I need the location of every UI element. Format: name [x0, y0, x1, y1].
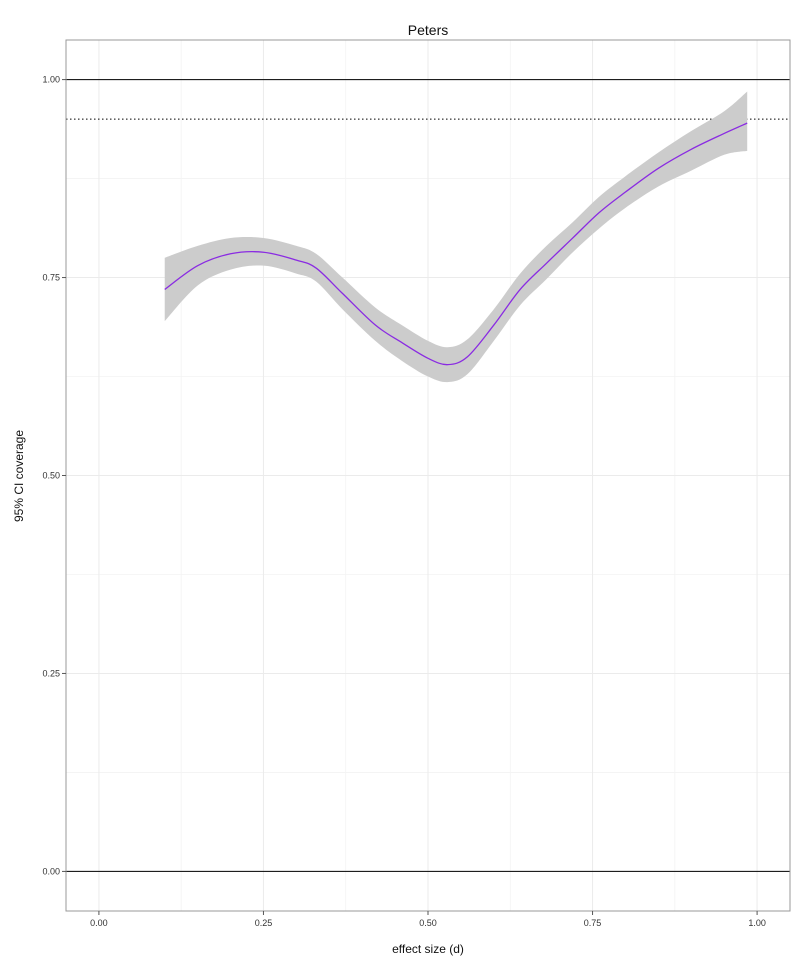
x-tick-label: 0.50 — [419, 918, 437, 928]
x-axis-label: effect size (d) — [392, 942, 464, 956]
y-tick-label: 0.00 — [42, 866, 60, 876]
x-ticks: 0.00 0.25 0.50 0.75 1.00 — [90, 911, 766, 928]
y-axis-label: 95% CI coverage — [12, 430, 26, 522]
y-tick-label: 0.50 — [42, 471, 60, 481]
reference-lines — [66, 79, 790, 872]
smooth-line-layer — [164, 122, 748, 366]
x-tick-label: 0.25 — [255, 918, 273, 928]
x-tick-label: 1.00 — [748, 918, 766, 928]
chart-title: Peters — [408, 22, 448, 38]
x-tick-label: 0.00 — [90, 918, 108, 928]
smooth-line — [164, 122, 748, 366]
y-tick-label: 1.00 — [42, 75, 60, 85]
y-ticks: 0.00 0.25 0.50 0.75 1.00 — [42, 75, 66, 876]
x-tick-label: 0.75 — [584, 918, 602, 928]
y-tick-label: 0.25 — [42, 668, 60, 678]
y-tick-label: 0.75 — [42, 273, 60, 283]
